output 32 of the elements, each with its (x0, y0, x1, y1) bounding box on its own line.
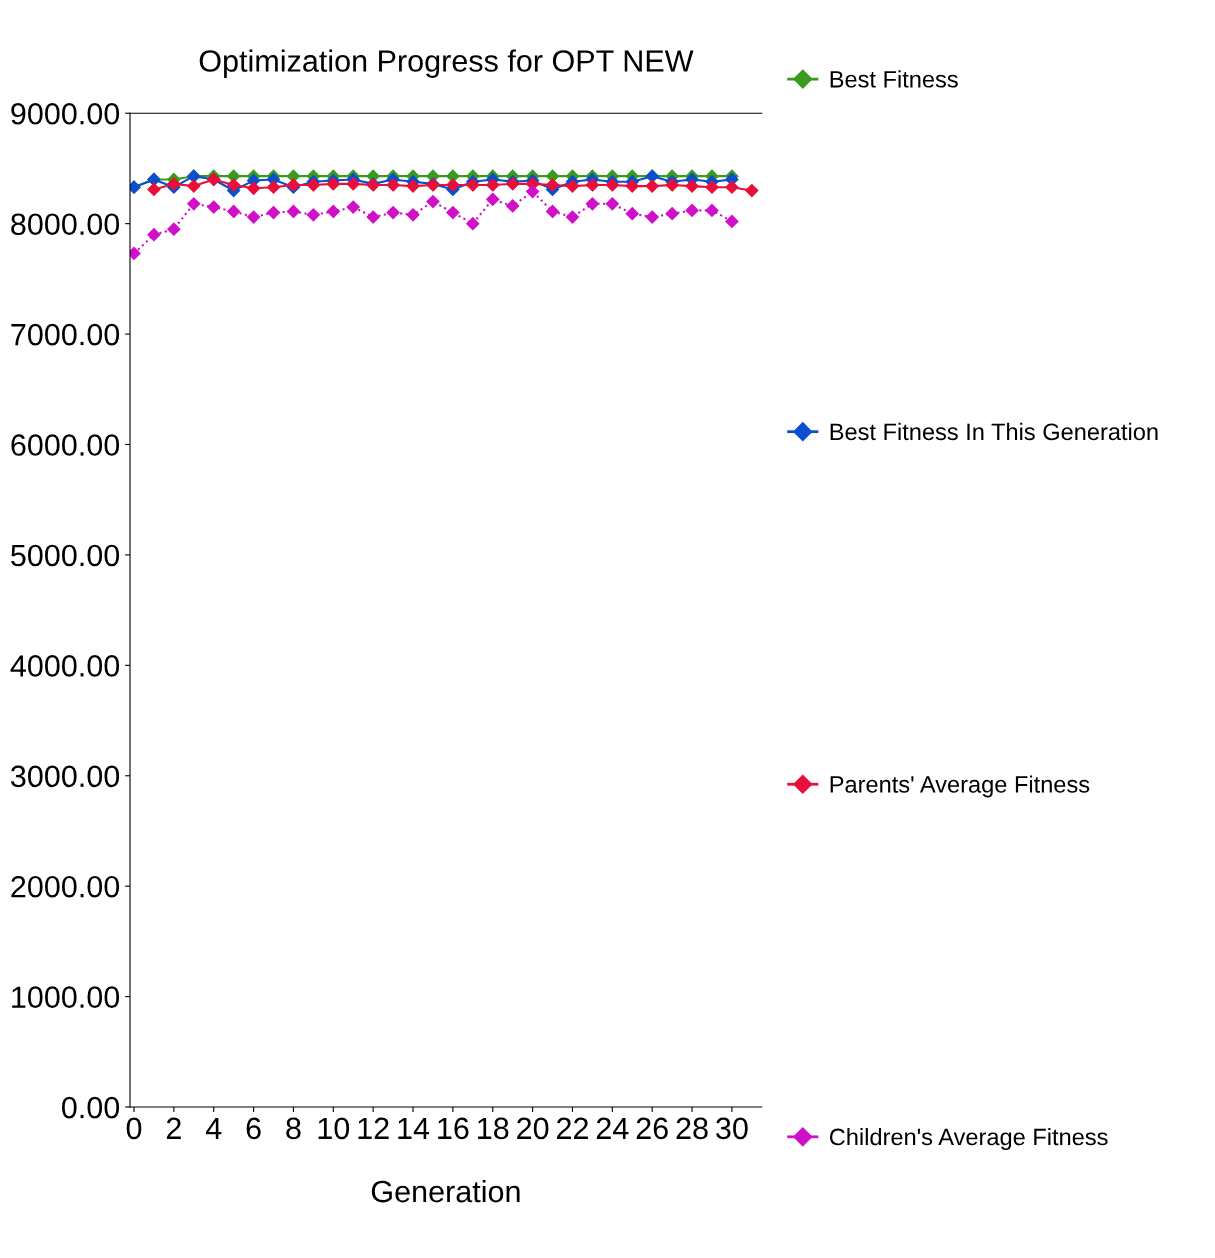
y-tick-label: 3000.00 (11, 765, 120, 788)
y-tick-label: 8000.00 (11, 213, 120, 236)
legend-label: Children's Average Fitness (829, 1127, 1108, 1150)
x-tick-label: 4 (205, 1117, 222, 1139)
x-tick-label: 20 (517, 1117, 549, 1140)
x-tick-label: 28 (676, 1117, 708, 1140)
x-tick-label: 16 (438, 1117, 469, 1140)
chart-title: Optimization Progress for OPT NEW (199, 49, 694, 78)
x-tick-label: 18 (478, 1117, 509, 1140)
x-tick-label: 12 (358, 1117, 389, 1139)
x-tick-label: 24 (596, 1117, 629, 1139)
x-tick-label: 10 (318, 1117, 350, 1140)
x-tick-label: 0 (126, 1117, 142, 1140)
y-tick-label: 4000.00 (10, 655, 120, 677)
y-tick-label: 6000.00 (11, 434, 120, 456)
x-tick-label: 6 (246, 1117, 261, 1140)
legend-label: Parents' Average Fitness (830, 775, 1090, 798)
x-tick-label: 14 (398, 1117, 430, 1139)
legend-label: Best Fitness In This Generation (830, 422, 1158, 441)
x-tick-label: 30 (716, 1117, 748, 1140)
x-tick-label: 2 (166, 1117, 181, 1139)
x-tick-label: 22 (557, 1117, 588, 1139)
x-tick-label: 26 (636, 1117, 668, 1140)
x-tick-label: 8 (286, 1117, 301, 1140)
y-tick-label: 9000.00 (11, 102, 120, 125)
y-tick-label: 1000.00 (12, 986, 120, 1008)
y-tick-label: 0.00 (62, 1096, 120, 1119)
y-tick-label: 5000.00 (11, 544, 120, 567)
y-tick-label: 7000.00 (11, 323, 120, 346)
y-tick-label: 2000.00 (11, 875, 120, 898)
x-axis-title: Generation (371, 1179, 520, 1203)
legend-label: Best Fitness (830, 70, 958, 88)
